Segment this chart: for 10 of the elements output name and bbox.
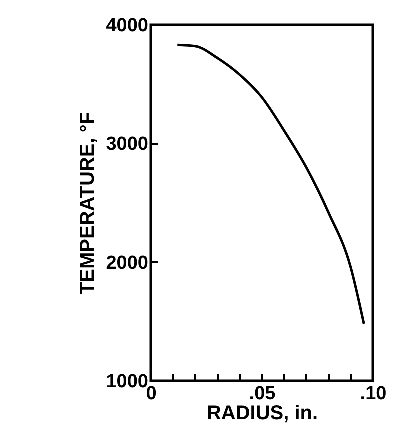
line-series [176,44,366,326]
x-tick-label: .10 [360,384,387,404]
x-axis-title: RADIUS, in. [206,402,318,424]
y-axis-title: TEMPERATURE, °F [77,112,100,295]
y-tick-label: 1000 [106,372,148,392]
x-tick-label: 0 [146,384,157,404]
y-tick-label: 3000 [106,134,148,156]
y-tick-label: 2000 [106,252,148,274]
y-tick-label: 4000 [106,16,148,36]
x-tick-label: .05 [249,384,276,404]
